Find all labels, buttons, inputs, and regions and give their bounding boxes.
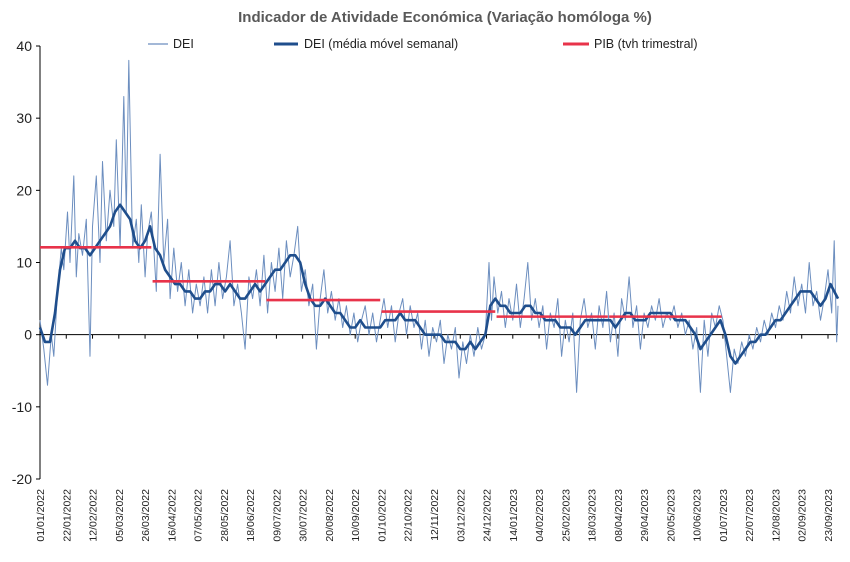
legend-label-dei-ma: DEI (média móvel semanal) [304, 37, 458, 51]
x-tick-label: 18/03/2023 [587, 489, 599, 542]
x-tick-label: 05/03/2022 [114, 489, 126, 542]
x-tick-label: 04/02/2023 [534, 489, 546, 542]
y-tick-label: 10 [16, 255, 32, 271]
x-tick-label: 08/04/2023 [613, 489, 625, 542]
x-tick-label: 18/06/2022 [245, 489, 257, 542]
x-tick-label: 01/01/2022 [35, 489, 47, 542]
x-tick-label: 23/09/2023 [823, 489, 835, 542]
x-axis: 01/01/2022 22/01/2022 12/02/2022 05/03/2022… [35, 334, 838, 542]
dei-daily-line [39, 59, 839, 393]
x-tick-label: 20/08/2022 [324, 489, 336, 542]
x-tick-label: 12/11/2022 [429, 489, 441, 541]
y-tick-label: -10 [12, 399, 32, 415]
x-tick-label: 28/05/2022 [219, 489, 231, 542]
x-tick-label: 01/10/2022 [376, 489, 388, 542]
x-tick-label: 24/12/2022 [482, 489, 494, 542]
legend: DEI DEI (média móvel semanal) PIB (tvh t… [148, 37, 698, 51]
x-tick-label: 02/09/2023 [797, 489, 809, 542]
x-tick-label: 12/08/2023 [770, 489, 782, 542]
legend-label-pib: PIB (tvh trimestral) [594, 37, 698, 51]
x-tick-label: 14/01/2023 [508, 489, 520, 542]
x-tick-label: 01/07/2023 [718, 489, 730, 542]
y-tick-label: -20 [12, 471, 32, 487]
x-tick-label: 20/05/2023 [665, 489, 677, 542]
y-tick-label: 40 [16, 38, 32, 54]
legend-label-dei: DEI [173, 37, 194, 51]
x-tick-label: 26/03/2022 [140, 489, 152, 542]
x-tick-label: 29/04/2023 [639, 489, 651, 542]
x-tick-label: 10/06/2023 [692, 489, 704, 542]
x-tick-label: 03/12/2022 [455, 489, 467, 542]
x-tick-label: 22/01/2022 [61, 489, 73, 542]
x-tick-label: 25/02/2023 [560, 489, 572, 542]
x-tick-label: 16/04/2022 [166, 489, 178, 542]
series-layer [38, 59, 840, 393]
y-tick-label: 0 [24, 327, 32, 343]
y-tick-label: 30 [16, 110, 32, 126]
x-tick-label: 07/05/2022 [193, 489, 205, 542]
x-tick-label: 10/09/2022 [350, 489, 362, 542]
y-tick-label: 20 [16, 182, 32, 198]
x-tick-label: 22/07/2023 [744, 489, 756, 542]
x-tick-label: 12/02/2022 [88, 489, 100, 542]
chart-title: Indicador de Atividade Económica (Variaç… [238, 9, 652, 26]
dei-moving-average-line [38, 203, 840, 365]
x-tick-label: 30/07/2022 [298, 489, 310, 542]
y-axis: -20 -10 0 10 20 30 40 [12, 38, 41, 487]
x-tick-label: 09/07/2022 [271, 489, 283, 542]
x-tick-label: 22/10/2022 [403, 489, 415, 542]
